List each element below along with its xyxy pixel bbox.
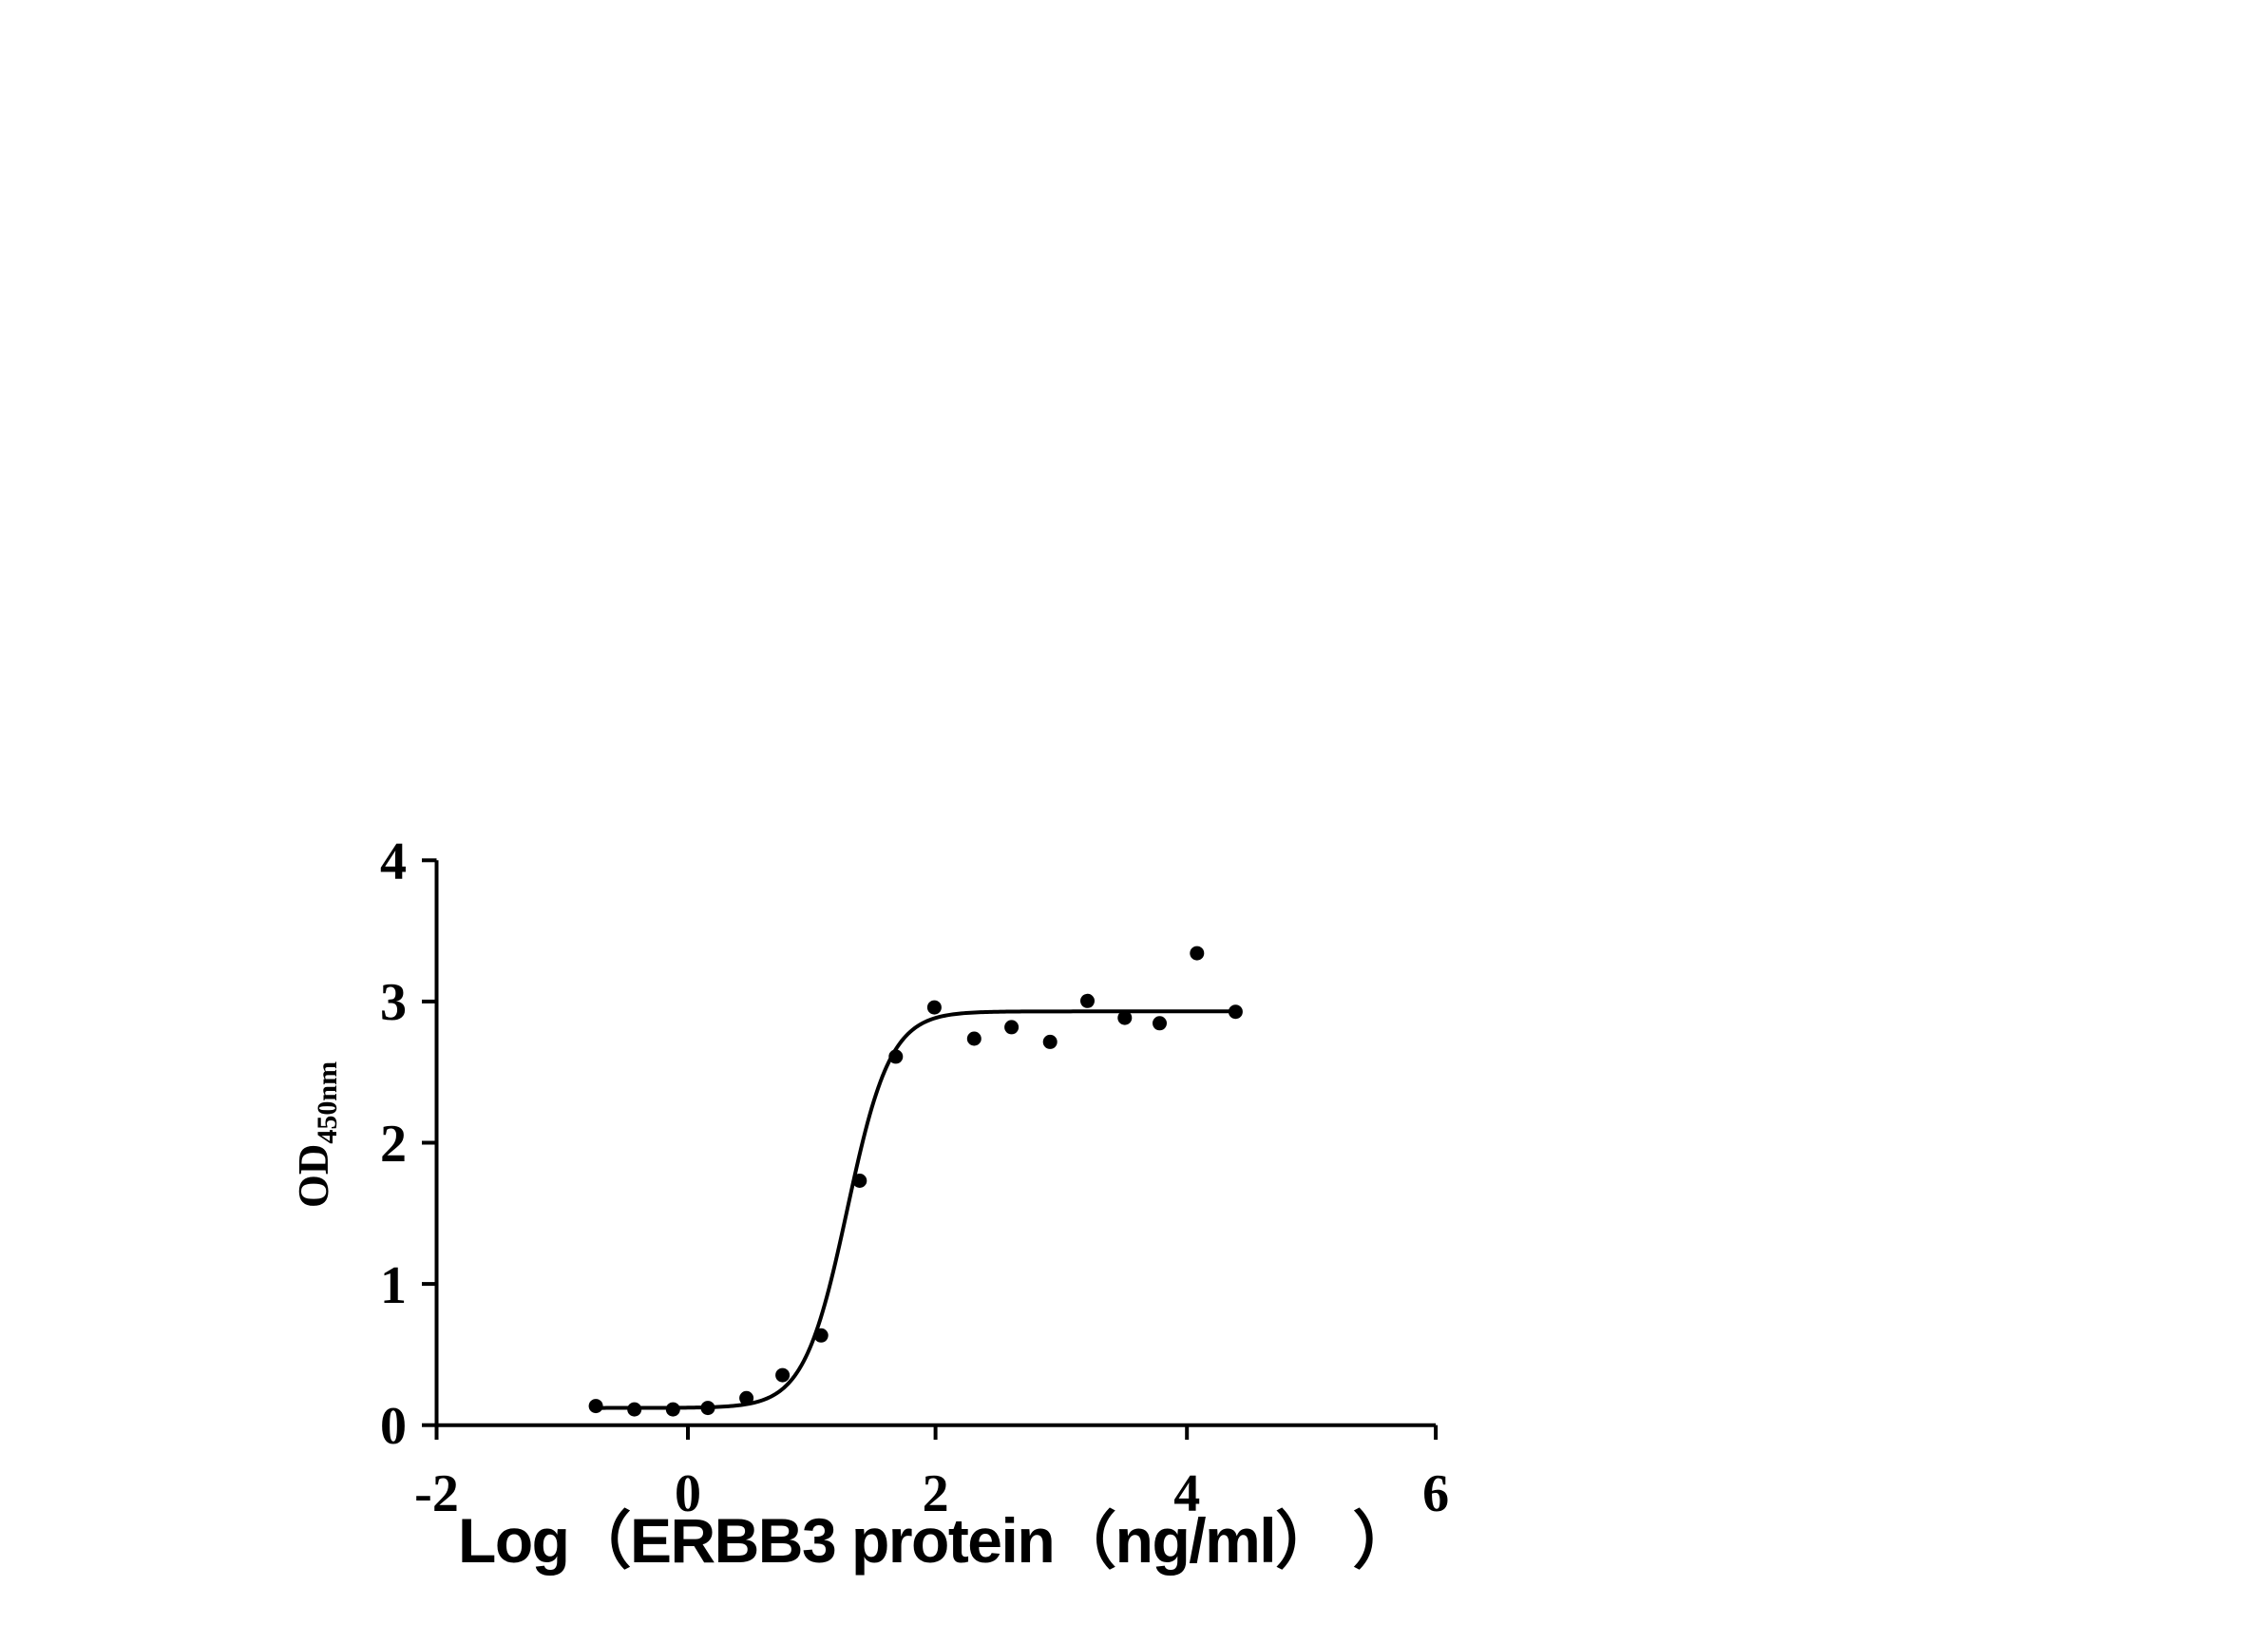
svg-text:4: 4 [380,832,407,891]
svg-text:6: 6 [1422,1464,1449,1523]
svg-text:1: 1 [380,1256,407,1315]
svg-text:Log（ERBB3 protein（ng/ml） ）: Log（ERBB3 protein（ng/ml） ） [458,1505,1414,1576]
svg-text:-2: -2 [414,1464,459,1523]
svg-text:0: 0 [380,1397,407,1456]
svg-text:2: 2 [380,1115,407,1174]
svg-text:OD450nm: OD450nm [290,1061,343,1208]
svg-text:3: 3 [380,973,407,1032]
